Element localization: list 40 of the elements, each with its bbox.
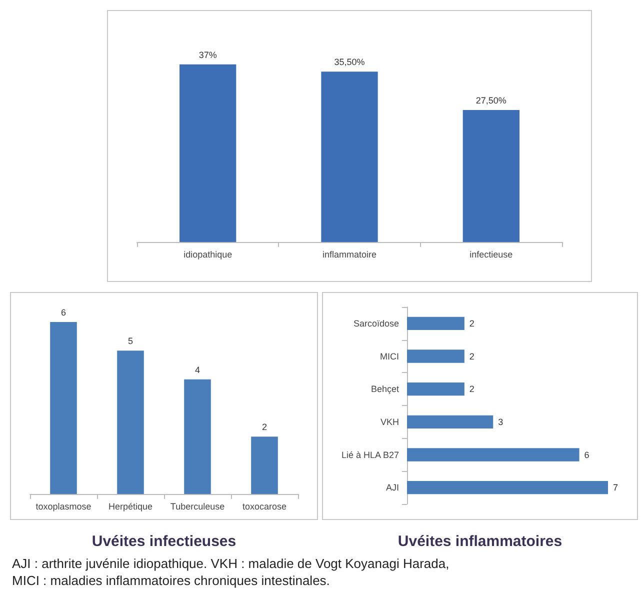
data-label: 7 xyxy=(613,482,618,493)
y-tick-label: MICI xyxy=(380,351,399,362)
x-tick-label: toxoplasmose xyxy=(36,502,92,512)
x-tick-label: Herpétique xyxy=(108,502,153,512)
x-tick-label: Tuberculeuse xyxy=(170,502,225,512)
data-label: 2 xyxy=(469,318,474,328)
bar xyxy=(117,350,144,494)
y-tick-label: AJI xyxy=(386,482,399,493)
data-label: 6 xyxy=(584,450,590,460)
bar xyxy=(184,379,211,494)
x-tick-label: toxocarose xyxy=(242,502,287,512)
data-label: 37% xyxy=(198,50,217,60)
data-label: 27,50% xyxy=(476,96,506,106)
bar xyxy=(251,436,278,494)
bar xyxy=(407,350,464,363)
y-tick-label: VKH xyxy=(380,416,399,427)
data-label: 3 xyxy=(498,416,504,427)
text: MICI : maladies inflammatoires chroniques intestinales. xyxy=(12,573,331,588)
x-tick-label: inflammatoire xyxy=(322,250,377,260)
bar xyxy=(407,415,494,428)
x-tick-label: infectieuse xyxy=(470,250,513,260)
bar xyxy=(50,322,77,494)
data-label: 6 xyxy=(60,308,66,318)
data-label: 2 xyxy=(262,422,268,432)
text: Uvéites inflammatoires xyxy=(398,533,562,550)
y-tick-label: Lié à HLA B27 xyxy=(341,450,399,460)
bar xyxy=(407,382,464,396)
data-label: 2 xyxy=(469,384,474,394)
data-label: 4 xyxy=(194,364,200,375)
data-label: 5 xyxy=(128,336,134,346)
text: Uvéites infectieuses xyxy=(92,533,236,550)
x-tick-label: idiopathique xyxy=(184,250,232,260)
data-label: 35,50% xyxy=(334,57,365,68)
y-tick-label: Behçet xyxy=(370,384,400,394)
data-label: 2 xyxy=(469,351,474,362)
y-tick-label: Sarcoïdose xyxy=(353,318,399,328)
bar xyxy=(407,448,580,462)
bar xyxy=(407,316,464,330)
bar xyxy=(407,481,608,494)
text: AJI : arthrite juvénile idiopathique. VKH : maladie de Vogt Koyanagi Harada, xyxy=(12,556,450,571)
